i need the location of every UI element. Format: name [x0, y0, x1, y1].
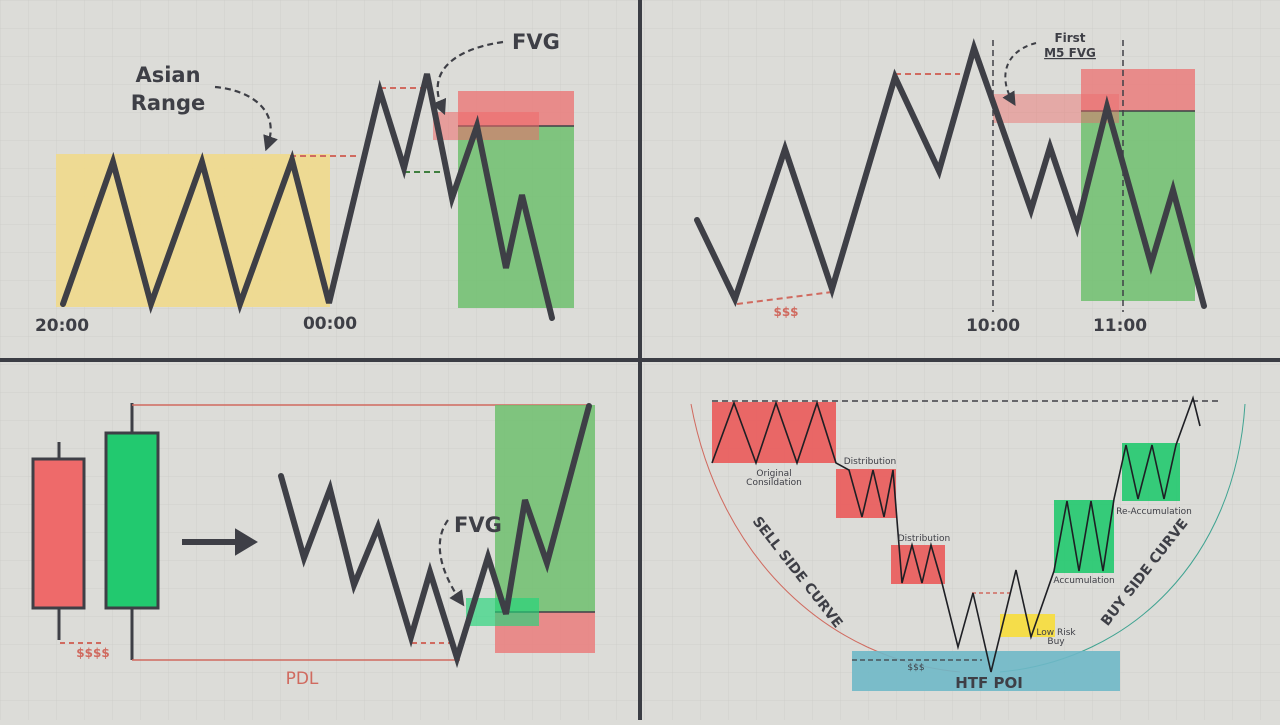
time-label-midnight: 00:00 — [303, 314, 357, 334]
accumulation-label: Accumulation — [1053, 576, 1114, 586]
fvg-arrow — [438, 519, 465, 607]
reaccumulation-label: Re-Accumulation — [1116, 507, 1192, 517]
fvg-arrow — [431, 40, 504, 116]
distribution-box-1 — [836, 469, 896, 518]
fvg-label: FVG — [512, 30, 560, 54]
pdl-label: PDL — [286, 669, 319, 689]
original-label-line2: Consildation — [746, 478, 802, 488]
htf-poi-label: HTF POI — [955, 674, 1023, 692]
fvg-box — [433, 112, 539, 140]
distribution-label-2: Distribution — [898, 534, 951, 544]
bearish-candle — [31, 457, 86, 610]
price-path — [711, 395, 1201, 673]
price-path — [278, 403, 592, 669]
low-risk-buy-box — [1000, 614, 1055, 637]
first-fvg-label-line2: M5 FVG — [1044, 46, 1096, 60]
liquidity-label: $$$ — [907, 663, 924, 673]
bullish-candle — [104, 431, 160, 610]
panel-first-fvg: First M5 FVG $$$ 10:00 11:00 — [694, 31, 1207, 336]
first-fvg-arrow — [1002, 42, 1037, 107]
panel-asian-range: Asian Range FVG 20:00 00:00 — [35, 30, 574, 336]
time-label-ten: 10:00 — [966, 316, 1020, 336]
original-consolidation-box — [712, 402, 836, 463]
liquidity-label: $$$ — [773, 305, 798, 319]
distribution-label-1: Distribution — [844, 457, 897, 467]
transition-arrow-icon — [235, 528, 258, 556]
original-label-line1: Original — [756, 469, 791, 479]
time-label-eleven: 11:00 — [1093, 316, 1147, 336]
asian-label-line2: Range — [131, 91, 206, 115]
low-risk-label-line1: Low Risk — [1036, 628, 1076, 638]
liquidity-line — [736, 291, 833, 305]
first-fvg-label-line1: First — [1054, 31, 1085, 45]
price-path — [694, 38, 1207, 309]
price-path — [60, 73, 555, 321]
stop-zone — [1081, 69, 1195, 111]
liquidity-label: $$$$ — [76, 646, 109, 660]
time-label-start: 20:00 — [35, 316, 89, 336]
htf-poi-box — [852, 651, 1120, 691]
low-risk-label-line2: Buy — [1047, 637, 1065, 647]
asian-label-line1: Asian — [135, 63, 200, 87]
panel-pdl: $$$$ FVG PDL — [31, 403, 595, 689]
fvg-label: FVG — [454, 513, 502, 537]
asian-arrow — [214, 85, 278, 152]
